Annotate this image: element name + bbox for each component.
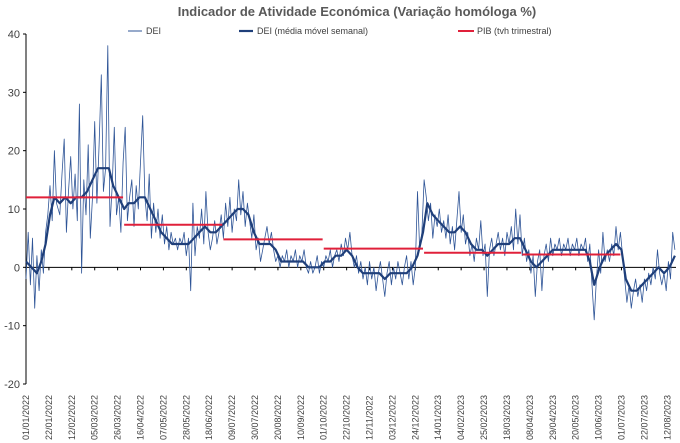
x-tick-label: 04/02/2023 — [456, 395, 466, 440]
x-tick-label: 07/05/2022 — [158, 395, 168, 440]
y-tick-label: -20 — [4, 379, 20, 391]
x-tick-label: 22/10/2022 — [342, 395, 352, 440]
y-tick-label: 40 — [8, 29, 20, 41]
x-tick-label: 29/04/2023 — [548, 395, 558, 440]
x-tick-label: 18/03/2023 — [502, 395, 512, 440]
y-tick-label: -10 — [4, 321, 20, 333]
x-tick-label: 10/09/2022 — [296, 395, 306, 440]
x-tick-label: 03/12/2022 — [387, 395, 397, 440]
y-tick-label: 30 — [8, 87, 20, 99]
plot-area — [25, 45, 676, 321]
x-tick-label: 24/12/2022 — [410, 395, 420, 440]
y-tick-label: 10 — [8, 204, 20, 216]
x-tick-label: 16/04/2022 — [136, 395, 146, 440]
x-tick-label: 28/05/2022 — [181, 395, 191, 440]
x-tick-label: 01/07/2023 — [616, 395, 626, 440]
series-line-dei-ma — [25, 167, 676, 292]
legend-label-pib: PIB (tvh trimestral) — [477, 26, 552, 36]
x-tick-label: 05/03/2022 — [90, 395, 100, 440]
x-tick-label: 09/07/2022 — [227, 395, 237, 440]
legend-label-dei: DEI — [146, 26, 161, 36]
y-tick-label: 0 — [14, 262, 20, 274]
x-tick-label: 14/01/2023 — [433, 395, 443, 440]
x-tick-label: 22/01/2022 — [44, 395, 54, 440]
x-tick-label: 18/06/2022 — [204, 395, 214, 440]
y-tick-label: 20 — [8, 146, 20, 158]
x-tick-label: 26/03/2022 — [113, 395, 123, 440]
x-tick-label: 01/10/2022 — [319, 395, 329, 440]
series-line-dei — [25, 45, 676, 321]
x-tick-label: 10/06/2023 — [594, 395, 604, 440]
x-axis: 01/01/2022 22/01/2022 12/02/2022 05/03/2022… — [21, 266, 676, 440]
legend-label-dei-ma: DEI (média móvel semanal) — [257, 26, 368, 36]
chart-title: Indicador de Atividade Económica (Variaç… — [178, 4, 537, 19]
x-tick-label: 20/05/2023 — [571, 395, 581, 440]
x-tick-label: 12/11/2022 — [365, 396, 375, 440]
x-tick-label: 20/08/2022 — [273, 395, 283, 440]
y-axis: 40 30 20 10 0 -10 -20 — [4, 29, 27, 391]
x-tick-label: 12/02/2022 — [67, 395, 77, 440]
legend: DEI DEI (média móvel semanal) PIB (tvh t… — [128, 26, 552, 36]
x-tick-label: 12/08/2023 — [662, 395, 672, 440]
x-tick-label: 22/07/2023 — [639, 395, 649, 440]
x-tick-label: 08/04/2023 — [525, 395, 535, 440]
x-tick-label: 25/02/2023 — [479, 395, 489, 440]
x-tick-label: 01/01/2022 — [21, 395, 31, 440]
x-tick-label: 30/07/2022 — [250, 395, 260, 440]
